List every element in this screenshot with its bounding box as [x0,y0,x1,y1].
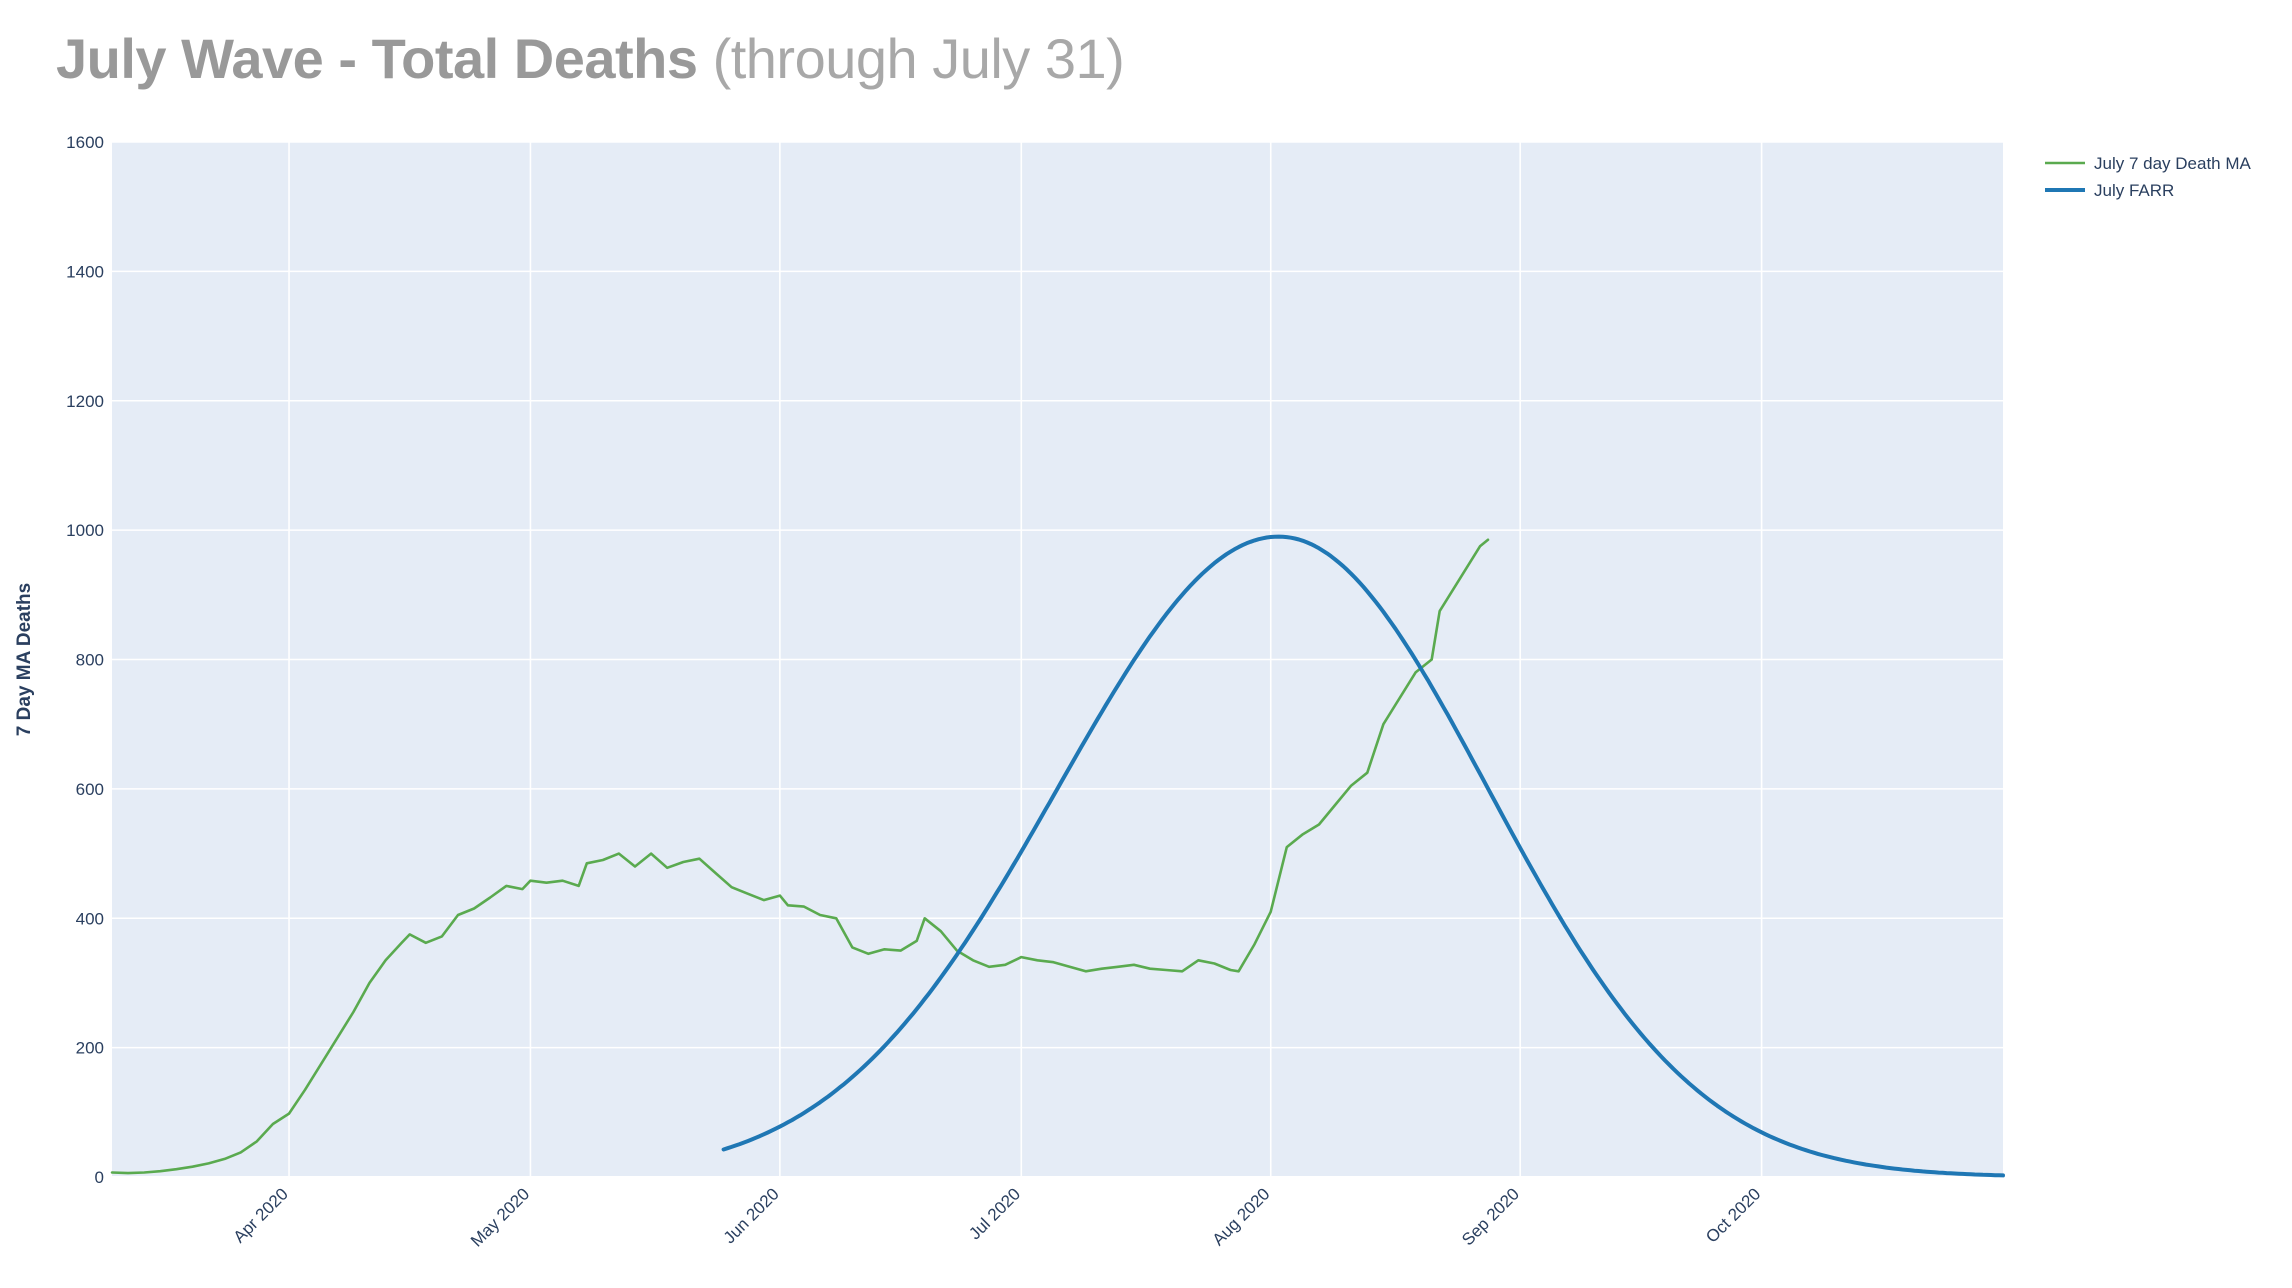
y-tick-label: 400 [76,909,104,928]
y-tick-label: 1000 [66,521,104,540]
y-tick-label: 1600 [66,133,104,152]
x-tick-label: Jun 2020 [720,1184,783,1247]
legend-label: July FARR [2094,181,2174,200]
y-tick-label: 1200 [66,392,104,411]
x-tick-label: Oct 2020 [1702,1184,1764,1246]
chart-title-subtitle: (through July 31) [712,27,1125,90]
y-tick-label: 1400 [66,262,104,281]
y-tick-label: 800 [76,651,104,670]
grid-layer [112,141,2003,1178]
x-tick-label: May 2020 [467,1184,533,1250]
x-tick-label: Aug 2020 [1209,1184,1274,1249]
y-tick-label: 0 [95,1168,104,1187]
x-tick-label: Apr 2020 [230,1184,292,1246]
chart-title: July Wave - Total Deaths (through July 3… [56,26,1125,91]
legend-item-0[interactable]: July 7 day Death MA [2045,154,2252,173]
y-axis-label: 7 Day MA Deaths [14,583,35,736]
y-tick-label: 600 [76,780,104,799]
x-tick-label: Sep 2020 [1458,1184,1523,1249]
series-layer [110,534,2005,1178]
y-tick-label: 200 [76,1039,104,1058]
chart-title-main: July Wave - Total Deaths [56,27,698,90]
legend[interactable]: July 7 day Death MA July FARR [2045,154,2252,200]
legend-item-1[interactable]: July FARR [2045,181,2174,200]
series-line-1 [721,534,2005,1178]
legend-label: July 7 day Death MA [2094,154,2252,173]
x-tick-label: Jul 2020 [965,1184,1024,1243]
series-line-0 [110,538,1490,1175]
